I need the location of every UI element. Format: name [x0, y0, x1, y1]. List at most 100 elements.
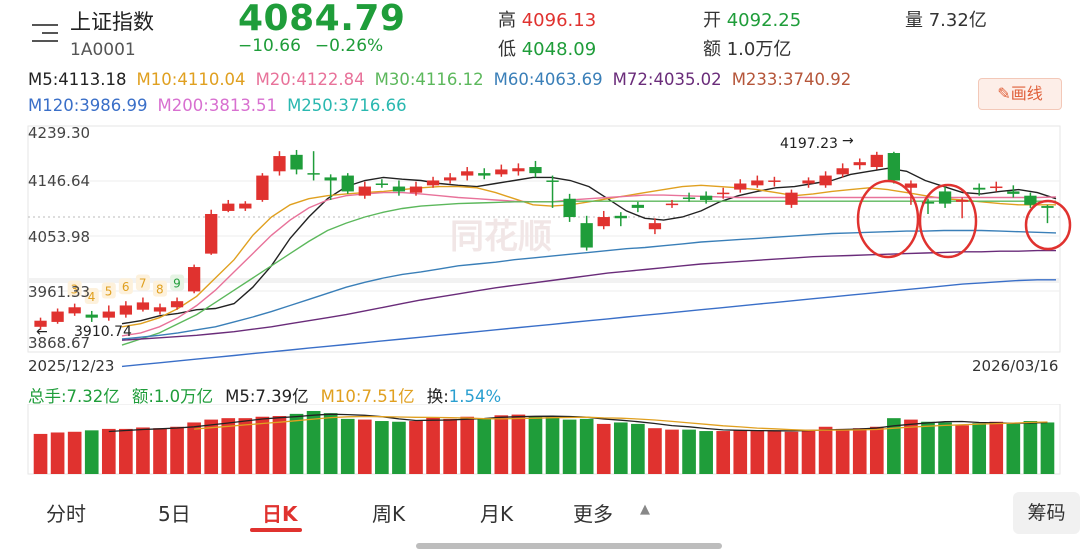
candle: [1024, 192, 1037, 208]
change-abs: −10.66: [238, 36, 301, 56]
candle-body: [170, 301, 184, 308]
ma-m30: M30:4116.12: [374, 70, 484, 89]
high-label: 高: [498, 10, 516, 31]
seq-counter: 7: [139, 277, 147, 291]
menu-icon[interactable]: [32, 24, 58, 44]
candle-body: [256, 175, 269, 200]
low-stat: 低 4048.09: [498, 35, 596, 61]
candle: [409, 181, 423, 196]
tab-5day[interactable]: 5日: [158, 502, 191, 526]
volume-bar: [835, 428, 850, 474]
vol-amount: 额:1.0万亿: [131, 387, 214, 406]
volume-label: 量: [905, 10, 923, 31]
candle-body: [222, 203, 235, 211]
candle-body: [153, 307, 167, 312]
candle: [170, 297, 184, 310]
candle-body: [51, 311, 64, 322]
candle-body: [751, 180, 764, 186]
candle-body: [392, 186, 406, 192]
volume-bar: [682, 429, 696, 474]
candle-body: [307, 173, 320, 175]
candle-body: [614, 215, 627, 219]
candle-body: [409, 186, 423, 193]
seq-counter-badge: [118, 278, 133, 295]
candle-body: [648, 223, 662, 230]
candle-body: [717, 192, 730, 195]
candle-body: [1024, 195, 1037, 205]
candle-body: [529, 167, 542, 174]
candle-body: [1041, 206, 1054, 208]
candle-body: [358, 186, 371, 196]
candles: [34, 149, 1054, 330]
volume-bar: [972, 423, 987, 474]
band-shade: [28, 278, 1060, 283]
candle: [853, 158, 866, 170]
volume-bars: [33, 411, 1055, 474]
volume-bar: [733, 430, 748, 474]
candle: [239, 201, 252, 211]
volume-chart[interactable]: [0, 404, 1080, 476]
volume-bar: [375, 421, 389, 474]
candle: [1041, 204, 1054, 224]
annotation-circles: [856, 179, 1072, 259]
candle: [256, 173, 269, 202]
home-indicator[interactable]: [416, 543, 722, 549]
tab-weekly-k[interactable]: 周K: [372, 502, 406, 526]
price-change: −10.66 −0.26%: [238, 36, 397, 56]
candle: [597, 210, 610, 230]
candle-body: [324, 177, 337, 181]
volume-bar: [648, 428, 662, 474]
amount-label: 额: [703, 39, 721, 60]
candle: [443, 173, 457, 184]
candle-body: [699, 195, 713, 200]
volume-bar: [119, 428, 133, 474]
candle-body: [478, 173, 491, 176]
tab-more[interactable]: 更多: [573, 502, 613, 526]
chip-distribution-button[interactable]: 筹码: [1013, 492, 1080, 534]
volume-bar: [801, 429, 816, 474]
candle: [222, 199, 235, 213]
volume-bar: [84, 430, 99, 474]
date-end: 2026/03/16: [972, 357, 1059, 375]
tab-monthly-k[interactable]: 月K: [480, 502, 514, 526]
seq-counter: 5: [105, 284, 113, 298]
volume-bar: [852, 428, 867, 474]
candle-body: [426, 180, 440, 186]
candle: [478, 168, 491, 180]
caret-up-icon[interactable]: ▲: [640, 502, 650, 517]
volume-bar: [426, 417, 440, 474]
candle-body: [802, 180, 815, 184]
volume-bar: [221, 418, 236, 474]
ma-line-m60: [121, 229, 1057, 340]
candle: [68, 303, 81, 316]
candle: [34, 317, 47, 330]
volume-frame: [27, 404, 1061, 475]
low-label: 低: [498, 39, 516, 60]
ma-m60: M60:4063.69: [493, 70, 603, 89]
current-price: 4084.79: [238, 0, 406, 39]
volume-bar: [255, 416, 270, 474]
volume-bar: [579, 418, 594, 474]
candle-body: [290, 154, 303, 170]
low-arrow: ←: [36, 324, 48, 340]
candle: [51, 308, 64, 324]
period-tabs: 分时 5日 日K 周K 月K 更多 ▲: [0, 490, 1000, 538]
volume-bar: [750, 431, 765, 474]
y-tick: 4053.98: [28, 228, 91, 246]
candle: [955, 197, 969, 219]
kline-chart[interactable]: 同花顺 4197.23 → ← 3910.74 34 5 6 7 8 9: [0, 118, 1080, 380]
active-tab-indicator: [250, 528, 302, 532]
draw-line-button[interactable]: ✎画线: [978, 78, 1062, 110]
tab-fenshi[interactable]: 分时: [46, 502, 86, 526]
candle-body: [85, 314, 98, 318]
candle: [563, 193, 576, 222]
candle: [734, 179, 747, 193]
y-tick: 3961.33: [28, 283, 91, 301]
ma-m5: M5:4113.18: [28, 70, 127, 89]
y-tick: 3868.67: [28, 334, 91, 352]
low-value: 4048.09: [521, 39, 597, 60]
volume-ma-line: [194, 415, 1048, 431]
tab-daily-k[interactable]: 日K: [262, 502, 298, 526]
ma-line-m20: [121, 191, 1057, 337]
candle: [273, 151, 286, 176]
